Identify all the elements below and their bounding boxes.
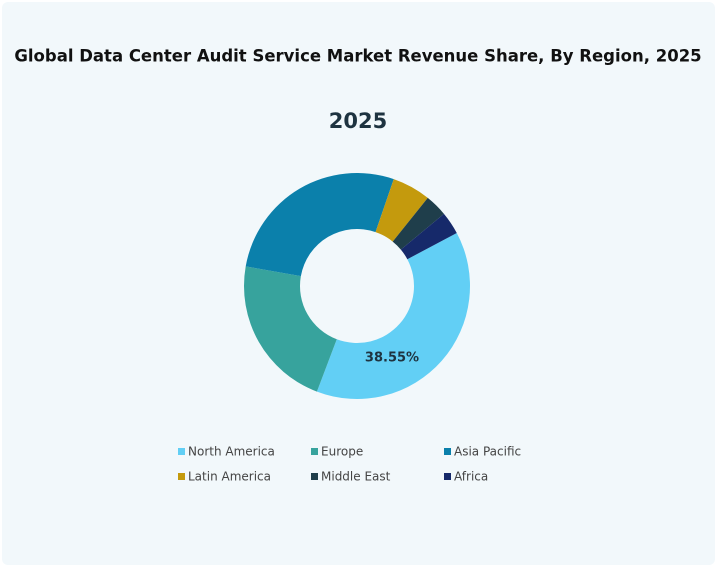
legend-swatch [311,473,318,480]
donut-slice [400,213,457,260]
legend-label: Europe [321,445,363,459]
legend-swatch [178,473,185,480]
legend-swatch [178,448,185,455]
chart-subtitle: 2025 [329,109,387,133]
donut-slice [375,179,428,242]
legend-label: North America [188,445,275,459]
donut-slice [316,232,470,399]
legend-swatch [311,448,318,455]
legend-label: Africa [454,470,488,484]
donut-slice [392,197,444,250]
chart-title: Global Data Center Audit Service Market … [14,47,701,66]
legend-label: Latin America [188,470,271,484]
donut-slice [245,173,394,277]
legend-swatch [444,448,451,455]
legend-label: Asia Pacific [454,445,521,459]
data-label: 38.55% [365,351,419,366]
legend-label: Middle East [321,470,391,484]
donut-slice [244,266,337,392]
legend-swatch [444,473,451,480]
